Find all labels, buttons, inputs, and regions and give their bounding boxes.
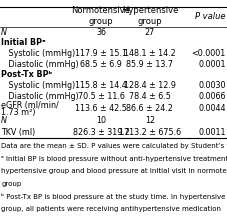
Text: 85.9 ± 13.7: 85.9 ± 13.7 [126,60,173,69]
Text: Data are the mean ± SD. P values were calculated by Student’s t test: Data are the mean ± SD. P values were ca… [1,143,227,149]
Text: 27: 27 [145,28,155,37]
Text: 78.4 ± 6.5: 78.4 ± 6.5 [129,92,171,101]
Text: P value: P value [195,12,226,21]
Text: 0.0001: 0.0001 [198,60,226,69]
Text: 36: 36 [96,28,106,37]
Text: Diastolic (mmHg): Diastolic (mmHg) [1,92,79,101]
Text: 128.4 ± 12.9: 128.4 ± 12.9 [124,81,176,90]
Text: 0.0044: 0.0044 [198,104,226,113]
Text: 117.9 ± 15.1: 117.9 ± 15.1 [75,49,127,58]
Text: Post-Tx BPᵇ: Post-Tx BPᵇ [1,70,52,79]
Text: TKV (ml): TKV (ml) [1,128,35,137]
Text: 70.5 ± 11.6: 70.5 ± 11.6 [78,92,124,101]
Text: 0.0066: 0.0066 [198,92,226,101]
Text: 12: 12 [145,116,155,125]
Text: 1.73 m²): 1.73 m²) [1,108,36,117]
Text: 10: 10 [96,116,106,125]
Text: 826.3 ± 319.2: 826.3 ± 319.2 [72,128,130,137]
Text: 0.0030: 0.0030 [198,81,226,90]
Text: hypertensive group and blood pressure at initial visit in normotensive: hypertensive group and blood pressure at… [1,168,227,174]
Text: 1713.2 ± 675.6: 1713.2 ± 675.6 [119,128,181,137]
Text: Hypertensive
group: Hypertensive group [122,6,178,26]
Text: ᵃ Initial BP is blood pressure without anti-hypertensive treatment in: ᵃ Initial BP is blood pressure without a… [1,156,227,162]
Text: 113.6 ± 42.5: 113.6 ± 42.5 [75,104,127,113]
Text: 0.0011: 0.0011 [198,128,226,137]
Text: 68.5 ± 6.9: 68.5 ± 6.9 [80,60,122,69]
Text: N: N [1,116,7,125]
Text: Systolic (mmHg): Systolic (mmHg) [1,81,75,90]
Text: Normotensive
group: Normotensive group [72,6,131,26]
Text: eGFR (ml/min/: eGFR (ml/min/ [1,101,59,110]
Text: Initial BPᵃ: Initial BPᵃ [1,38,46,47]
Text: N: N [1,28,7,37]
Text: <0.0001: <0.0001 [192,49,226,58]
Text: group: group [1,181,21,187]
Text: Systolic (mmHg): Systolic (mmHg) [1,49,75,58]
Text: Diastolic (mmHg): Diastolic (mmHg) [1,60,79,69]
Text: 86.6 ± 24.2: 86.6 ± 24.2 [126,104,173,113]
Text: 148.1 ± 14.2: 148.1 ± 14.2 [124,49,176,58]
Text: ᵇ Post-Tx BP is blood pressure at the study time. In hypertensive: ᵇ Post-Tx BP is blood pressure at the st… [1,193,225,200]
Text: group, all patients were receiving antihypertensive medication: group, all patients were receiving antih… [1,206,221,212]
Text: 115.8 ± 14.4: 115.8 ± 14.4 [75,81,127,90]
